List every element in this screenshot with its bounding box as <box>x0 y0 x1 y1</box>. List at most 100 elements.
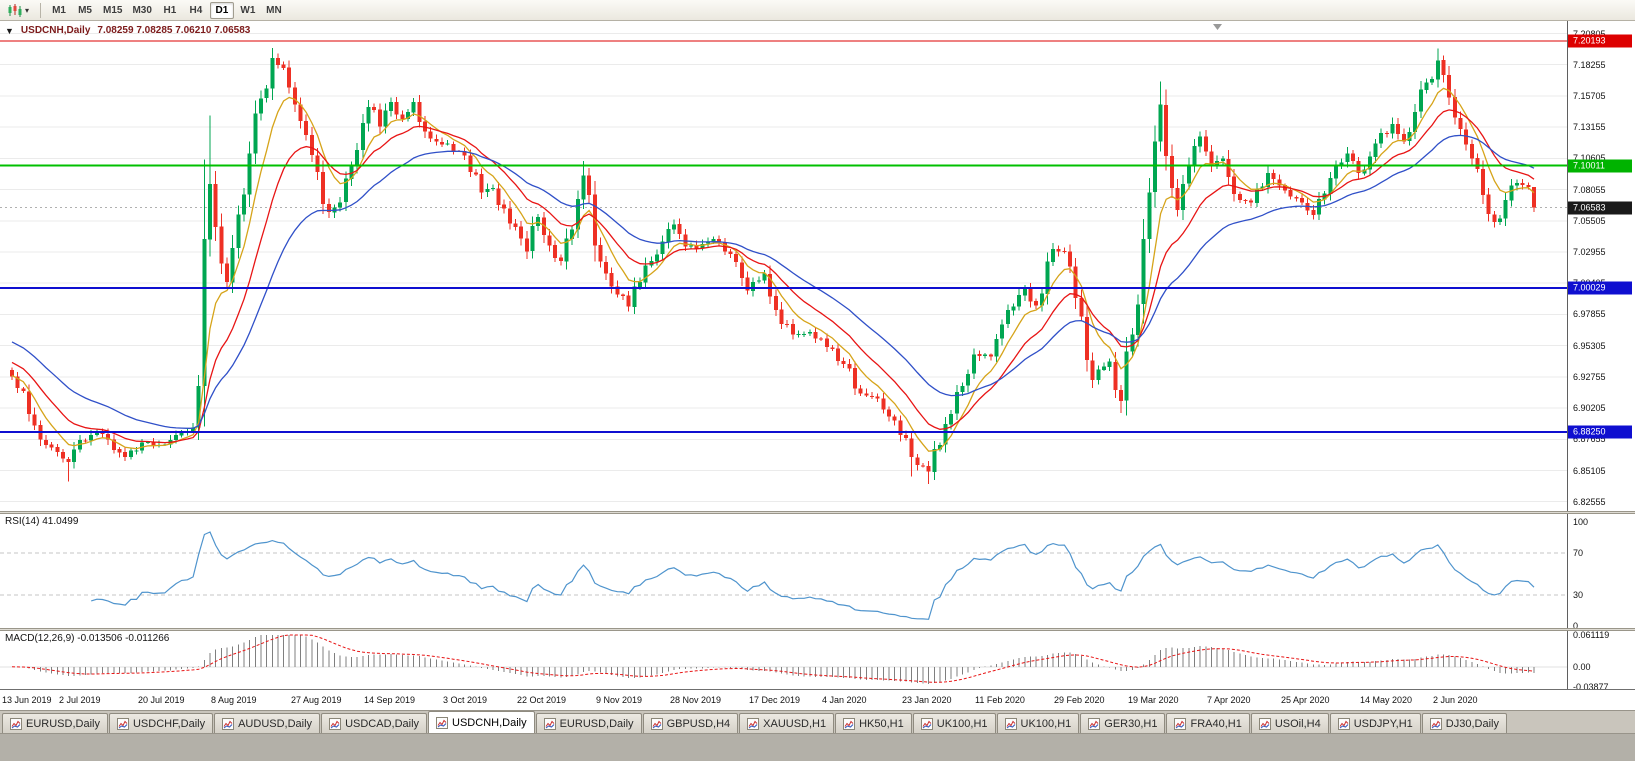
main-chart-canvas[interactable] <box>0 21 1567 511</box>
chart-tab-6-gbpusd-h4[interactable]: GBPUSD,H4 <box>642 713 739 733</box>
chart-tab-label: USOil,H4 <box>1274 717 1321 730</box>
chart-symbol-period: USDCNH,Daily <box>20 25 91 36</box>
price-axis-label: 7.15705 <box>1573 90 1606 101</box>
mini-chart-icon <box>1174 717 1187 730</box>
chart-tab-label: USDJPY,H1 <box>1353 717 1413 730</box>
price-axis-label: 7.08055 <box>1573 184 1606 195</box>
date-axis[interactable]: 13 Jun 2019 2 Jul 2019 20 Jul 2019 8 Aug 20… <box>0 689 1635 710</box>
chart-tab-label: GER30,H1 <box>1104 717 1158 730</box>
ma-line-30 <box>11 134 1535 429</box>
chart-tab-5-eurusd-daily[interactable]: EURUSD,Daily <box>535 713 642 733</box>
price-axis-label: 6.85105 <box>1573 465 1606 476</box>
chart-tab-9-uk100-h1[interactable]: UK100,H1 <box>912 713 996 733</box>
panel-splitter-main-rsi[interactable] <box>0 511 1635 514</box>
date-axis-label: 14 May 2020 <box>1360 695 1413 705</box>
timeframe-button-m15[interactable]: M15 <box>99 2 126 19</box>
macd-panel: MACD(12,26,9) -0.013506 -0.011266 0.0611… <box>0 630 1635 692</box>
chart-tab-8-hk50-h1[interactable]: HK50,H1 <box>835 713 912 733</box>
date-axis-label: 25 Apr 2020 <box>1281 695 1330 705</box>
chart-tab-0-eurusd-daily[interactable]: EURUSD,Daily <box>2 713 108 733</box>
macd-label: MACD(12,26,9) -0.013506 -0.011266 <box>5 633 170 644</box>
status-bar <box>0 733 1635 761</box>
candlestick-series <box>10 48 1536 484</box>
chart-tab-label: USDCNH,Daily <box>452 716 527 729</box>
macd-axis-label: 0.061119 <box>1573 630 1610 640</box>
chart-tab-7-xauusd-h1[interactable]: XAUUSD,H1 <box>739 713 835 733</box>
chart-tab-11-ger30-h1[interactable]: GER30,H1 <box>1080 713 1166 733</box>
timeframe-button-h4[interactable]: H4 <box>184 2 208 19</box>
date-axis-label: 13 Jun 2019 <box>2 695 52 705</box>
chart-tab-label: DJ30,Daily <box>1445 717 1499 730</box>
rsi-axis-label: 100 <box>1573 517 1589 527</box>
date-axis-label: 17 Dec 2019 <box>749 695 801 705</box>
chart-tab-15-dj30-daily[interactable]: DJ30,Daily <box>1421 713 1507 733</box>
macd-canvas[interactable] <box>0 631 1567 689</box>
date-axis-label: 11 Feb 2020 <box>975 695 1025 705</box>
mini-chart-icon <box>10 717 22 730</box>
date-axis-label: 19 Mar 2020 <box>1128 695 1179 705</box>
chart-tab-label: FRA40,H1 <box>1190 717 1242 730</box>
date-axis-label: 28 Nov 2019 <box>670 695 722 705</box>
mini-chart-icon <box>1004 717 1017 730</box>
timeframe-button-d1[interactable]: D1 <box>209 1 234 19</box>
timeframe-button-m1[interactable]: M1 <box>47 2 71 19</box>
chart-tab-1-usdchf-daily[interactable]: USDCHF,Daily <box>108 713 214 733</box>
one-click-trading-toggle[interactable]: ▼ <box>5 25 14 36</box>
date-axis-label: 20 Jul 2019 <box>138 695 185 705</box>
chart-tab-12-fra40-h1[interactable]: FRA40,H1 <box>1166 713 1250 733</box>
price-axis[interactable]: 7.20805 7.18255 7.15705 7.13155 7.10605 7.080… <box>1567 21 1635 511</box>
chart-tab-label: HK50,H1 <box>859 717 904 730</box>
mini-chart-icon <box>543 717 556 730</box>
chart-tab-label: EURUSD,Daily <box>26 717 100 730</box>
chart-tab-14-usdjpy-h1[interactable]: USDJPY,H1 <box>1329 713 1421 733</box>
chart-tab-label: EURUSD,Daily <box>559 717 634 730</box>
date-axis-label: 9 Nov 2019 <box>596 695 643 705</box>
rsi-line <box>91 531 1535 620</box>
rsi-axis[interactable]: 100 70 30 0 <box>1567 514 1635 631</box>
timeframe-button-mn[interactable]: MN <box>262 2 286 19</box>
timeframe-button-m5[interactable]: M5 <box>73 2 97 19</box>
chart-tab-label: UK100,H1 <box>1020 717 1072 730</box>
macd-signal-line <box>11 634 1535 683</box>
bid-price-badge: 7.06583 <box>1568 201 1632 215</box>
mini-chart-icon <box>436 716 449 729</box>
green-level-price-badge: 7.10011 <box>1568 159 1632 173</box>
mini-chart-icon <box>222 717 235 730</box>
price-axis-label: 7.18255 <box>1573 59 1606 70</box>
price-axis-label: 6.97855 <box>1573 309 1606 320</box>
chart-tab-bar: EURUSD,Daily USDCHF,Daily AUDUSD,Daily USDC… <box>0 710 1635 733</box>
rsi-label: RSI(14) 41.0499 <box>5 516 79 527</box>
date-axis-label: 2 Jun 2020 <box>1433 695 1478 705</box>
timeframe-button-m30[interactable]: M30 <box>128 2 155 19</box>
timeframe-button-h1[interactable]: H1 <box>158 2 182 19</box>
mini-chart-icon <box>747 717 760 730</box>
chart-tab-4-usdcnh-daily[interactable]: USDCNH,Daily <box>428 711 535 733</box>
rsi-canvas[interactable] <box>0 514 1567 628</box>
price-axis-label: 6.92755 <box>1573 371 1606 382</box>
chart-tab-label: USDCAD,Daily <box>345 717 420 730</box>
chart-tab-label: XAUUSD,H1 <box>763 717 827 730</box>
chart-tab-label: AUDUSD,Daily <box>238 717 313 730</box>
resistance-price-badge: 7.20193 <box>1568 34 1632 48</box>
date-axis-label: 22 Oct 2019 <box>517 695 567 705</box>
mini-chart-icon <box>843 717 856 730</box>
mini-chart-icon <box>329 717 342 730</box>
macd-histogram <box>17 635 1535 684</box>
mini-chart-icon <box>650 717 663 730</box>
chart-tab-3-usdcad-daily[interactable]: USDCAD,Daily <box>321 713 428 733</box>
chart-tab-13-usoil-h4[interactable]: USOil,H4 <box>1250 713 1329 733</box>
timeframe-button-w1[interactable]: W1 <box>236 2 260 19</box>
panel-splitter-rsi-macd[interactable] <box>0 628 1635 631</box>
macd-axis[interactable]: 0.061119 0.00 -0.03877 <box>1567 630 1635 692</box>
price-axis-label: 7.13155 <box>1573 122 1606 133</box>
macd-axis-label: 0.00 <box>1573 661 1591 672</box>
chart-shift-marker[interactable] <box>1213 24 1222 30</box>
macd-axis-label: -0.03877 <box>1573 682 1609 692</box>
dropdown-caret-icon: ▾ <box>25 5 30 15</box>
chart-tab-2-audusd-daily[interactable]: AUDUSD,Daily <box>214 713 321 733</box>
date-axis-label: 29 Feb 2020 <box>1054 695 1105 705</box>
price-axis-label: 7.10605 <box>1573 153 1606 163</box>
chart-tab-10-uk100-h1[interactable]: UK100,H1 <box>996 713 1080 733</box>
chart-type-dropdown[interactable]: ▾ <box>4 1 32 19</box>
